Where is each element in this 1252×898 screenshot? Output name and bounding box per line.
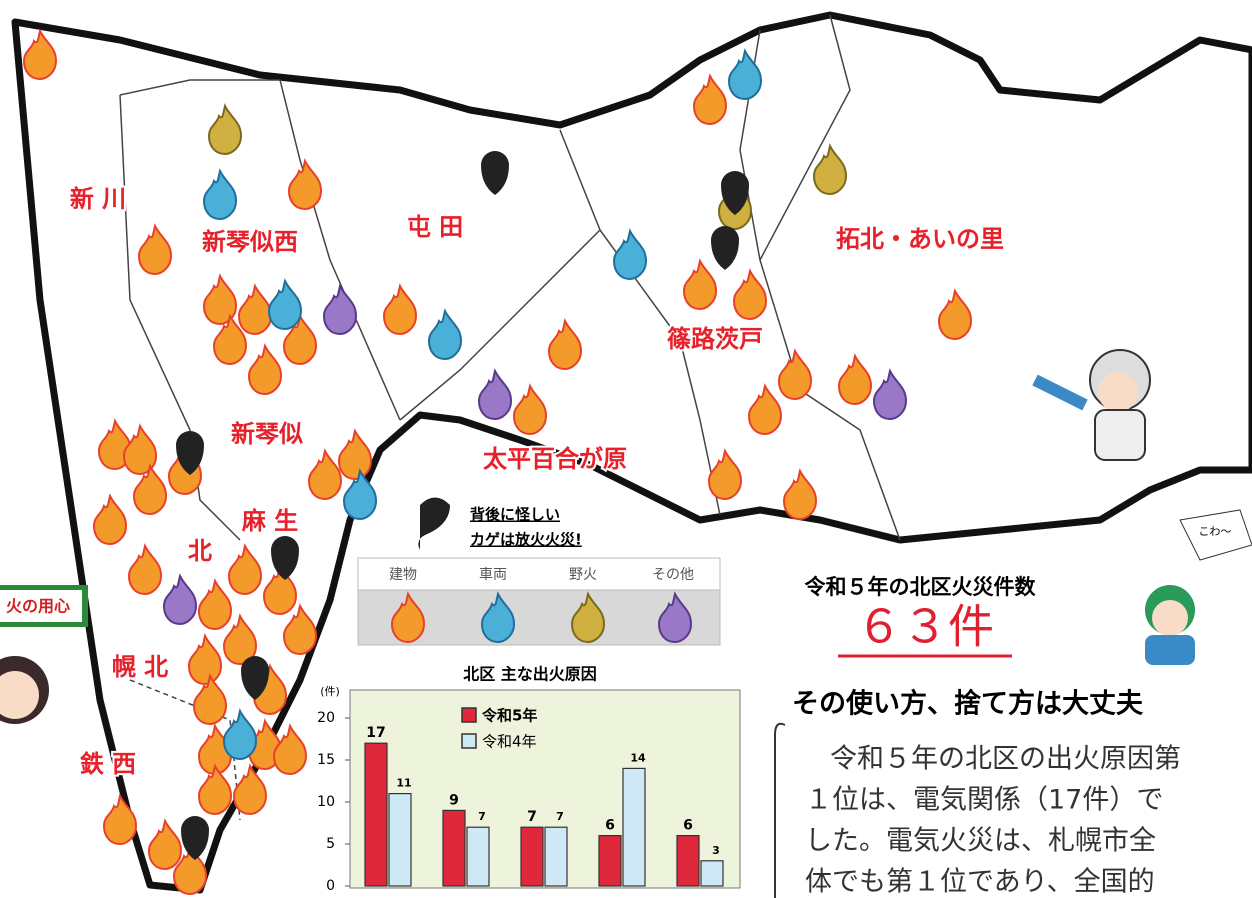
map-page: 火の用心 こわ〜 背後に怪しい カゲは放火火災! 令和５年の北区火災件数 ６３件… xyxy=(0,0,1252,898)
value-label: 14 xyxy=(630,751,646,764)
legend-header: 建物 xyxy=(389,567,417,583)
bar xyxy=(545,827,567,886)
sign-text: 火の用心 xyxy=(6,597,70,616)
district-label: 拓北・あいの里 xyxy=(836,225,1004,253)
speech-text: こわ〜 xyxy=(1199,525,1232,538)
legend-swatch xyxy=(462,734,476,748)
y-unit: (件) xyxy=(320,685,340,698)
bar xyxy=(623,768,645,886)
y-tick-label: 15 xyxy=(317,752,335,768)
bar xyxy=(521,827,543,886)
value-label: 7 xyxy=(478,810,486,823)
sign: 火の用心 xyxy=(0,585,88,724)
district-label: 幌 北 xyxy=(112,653,168,681)
y-tick-label: 20 xyxy=(317,710,335,726)
bar xyxy=(389,794,411,886)
district-label: 太平百合が原 xyxy=(483,445,627,473)
legend-label: 令和5年 xyxy=(482,707,537,725)
chart-title: 北区 主な出火原因 xyxy=(463,665,597,684)
district-label: 新琴似 xyxy=(231,420,303,448)
legend-swatch xyxy=(462,708,476,722)
district-label: 篠路茨戸 xyxy=(667,325,763,353)
value-label: 7 xyxy=(527,809,537,825)
bar xyxy=(677,836,699,886)
article-line: １位は、電気関係（17件）で xyxy=(805,785,1163,816)
summary-title: 令和５年の北区火災件数 xyxy=(805,575,1037,599)
value-label: 3 xyxy=(712,844,720,857)
bar xyxy=(443,810,465,886)
y-tick-label: 10 xyxy=(317,794,335,810)
article-line: した。電気火災は、札幌市全 xyxy=(805,826,1156,857)
district-label: 屯 田 xyxy=(407,213,463,241)
bar xyxy=(599,836,621,886)
district-label: 鉄 西 xyxy=(80,750,136,778)
value-label: 9 xyxy=(449,792,459,808)
value-label: 11 xyxy=(396,777,411,790)
value-label: 6 xyxy=(683,818,693,834)
legend-header: 野火 xyxy=(569,567,597,583)
legend-header: その他 xyxy=(652,567,694,583)
bar xyxy=(467,827,489,886)
bar xyxy=(701,861,723,886)
article-bracket xyxy=(775,724,785,898)
district-label: 新琴似西 xyxy=(202,228,298,256)
article-line: 令和５年の北区の出火原因第 xyxy=(830,744,1181,775)
value-label: 7 xyxy=(556,810,564,823)
value-label: 6 xyxy=(605,818,615,834)
article-heading: その使い方、捨て方は大丈夫 xyxy=(792,688,1144,720)
legend-header: 車両 xyxy=(479,566,507,583)
district-label: 麻 生 xyxy=(241,507,298,535)
legend-caption: カゲは放火火災! xyxy=(470,531,582,549)
legend-label: 令和4年 xyxy=(482,733,537,751)
page: 火の用心 こわ〜 背後に怪しい カゲは放火火災! 令和５年の北区火災件数 ６３件… xyxy=(0,0,1252,898)
value-label: 17 xyxy=(366,725,385,741)
legend-caption: 背後に怪しい xyxy=(470,506,560,524)
bar xyxy=(365,743,387,886)
summary-count: ６３件 xyxy=(856,600,994,654)
district-label: 北 xyxy=(188,537,212,565)
y-tick-label: 5 xyxy=(326,836,335,852)
district-label: 新 川 xyxy=(70,185,126,213)
flame-icon xyxy=(274,726,306,774)
article-line: 体でも第１位であり、全国的 xyxy=(805,867,1155,898)
y-tick-label: 0 xyxy=(326,878,335,894)
